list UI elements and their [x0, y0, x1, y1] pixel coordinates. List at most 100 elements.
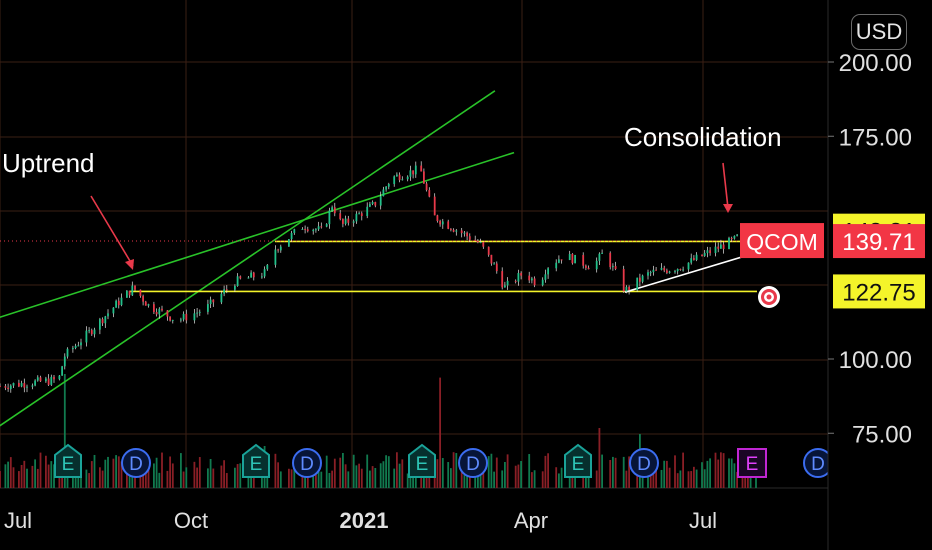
- event-earnings-upcoming-marker[interactable]: E: [737, 448, 767, 478]
- candle-body: [447, 221, 450, 229]
- candle-body: [180, 319, 182, 321]
- volume-bar: [131, 471, 134, 488]
- volume-bar: [558, 473, 560, 488]
- candle-body: [455, 230, 458, 232]
- volume-bar: [180, 453, 182, 488]
- volume-bar: [474, 469, 477, 488]
- candle-body: [528, 275, 531, 281]
- candle-body: [99, 319, 101, 330]
- candle-body: [687, 262, 690, 270]
- candle-body: [622, 269, 625, 292]
- symbol-tag-bg: [740, 223, 824, 259]
- event-earnings-marker[interactable]: E: [408, 443, 436, 478]
- volume-bar: [379, 463, 382, 488]
- volume-bar: [396, 452, 398, 488]
- volume-bar: [344, 464, 347, 488]
- volume-bar: [382, 461, 385, 488]
- volume-bar: [714, 452, 717, 488]
- candle-body: [331, 207, 333, 211]
- volume-bar: [220, 465, 223, 488]
- volume-bar: [628, 456, 630, 488]
- dividend-badge: [458, 448, 488, 478]
- volume-bar: [347, 471, 350, 488]
- volume-bar: [560, 467, 563, 488]
- event-dividend-marker[interactable]: D: [629, 448, 659, 478]
- candle-body: [107, 313, 109, 317]
- candle-body: [0, 386, 1, 388]
- volume-bar: [622, 456, 625, 488]
- volume-bar: [234, 467, 236, 488]
- candle-body: [614, 266, 617, 270]
- volume-bar: [412, 469, 414, 488]
- candle-body: [126, 290, 128, 298]
- annotation-arrowhead: [125, 259, 134, 270]
- event-dividend-marker[interactable]: D: [458, 448, 488, 478]
- event-earnings-marker[interactable]: E: [564, 443, 592, 478]
- volume-bar: [290, 469, 293, 488]
- candle-body: [598, 253, 601, 261]
- volume-bar: [595, 470, 598, 488]
- candle-body: [714, 246, 717, 254]
- volume-bar: [320, 471, 323, 488]
- volume-bar: [720, 452, 722, 488]
- volume-bar: [625, 470, 628, 488]
- volume-bar: [741, 469, 744, 488]
- candle-body: [142, 296, 144, 302]
- candle-body: [274, 249, 277, 265]
- currency-button[interactable]: USD: [851, 14, 907, 50]
- candle-body: [730, 238, 733, 240]
- volume-bar: [358, 463, 360, 488]
- candle-body: [58, 375, 61, 380]
- candle-body: [450, 228, 452, 230]
- volume-bar: [339, 457, 342, 488]
- candle-body: [34, 380, 36, 386]
- volume-bar: [274, 453, 277, 488]
- candle-body: [668, 271, 671, 273]
- candle-body: [441, 221, 444, 225]
- volume-bar: [196, 467, 198, 488]
- candle-body: [387, 183, 390, 187]
- candle-body: [401, 179, 404, 181]
- volume-bar: [501, 470, 504, 488]
- volume-bar: [466, 468, 468, 488]
- candle-body: [495, 263, 498, 272]
- event-dividend-marker[interactable]: D: [121, 448, 151, 478]
- volume-bar: [315, 462, 317, 488]
- candle-body: [234, 285, 236, 290]
- event-label: D: [300, 454, 314, 475]
- candle-body: [101, 319, 104, 324]
- event-dividend-marker[interactable]: D: [803, 448, 833, 478]
- volume-bar: [414, 468, 417, 488]
- candle-body: [369, 203, 371, 207]
- volume-bar: [601, 454, 603, 488]
- event-label: D: [637, 454, 651, 475]
- volume-bar: [239, 463, 242, 488]
- candle-body: [674, 271, 676, 273]
- candle-body: [612, 266, 614, 268]
- candle-body: [261, 276, 263, 278]
- volume-bar: [504, 461, 506, 488]
- volume-bar: [155, 457, 158, 488]
- candle-body: [371, 202, 374, 204]
- candle-body: [252, 272, 255, 278]
- candle-body: [31, 385, 34, 387]
- volume-bar: [393, 468, 396, 488]
- event-earnings-marker[interactable]: E: [242, 443, 270, 478]
- volume-bar: [703, 469, 706, 488]
- candle-body: [722, 244, 725, 250]
- candle-body: [436, 215, 439, 222]
- candle-body: [460, 230, 463, 234]
- candle-body: [409, 170, 412, 177]
- event-dividend-marker[interactable]: D: [292, 448, 322, 478]
- candle-body: [466, 232, 468, 237]
- volume-bar: [171, 463, 174, 488]
- volume-bar: [161, 452, 163, 488]
- candle-body: [7, 387, 9, 390]
- volume-bar: [236, 464, 239, 488]
- candle-body: [339, 213, 342, 219]
- volume-bar: [468, 471, 471, 488]
- candle-body: [379, 196, 382, 206]
- event-earnings-marker[interactable]: E: [54, 443, 82, 478]
